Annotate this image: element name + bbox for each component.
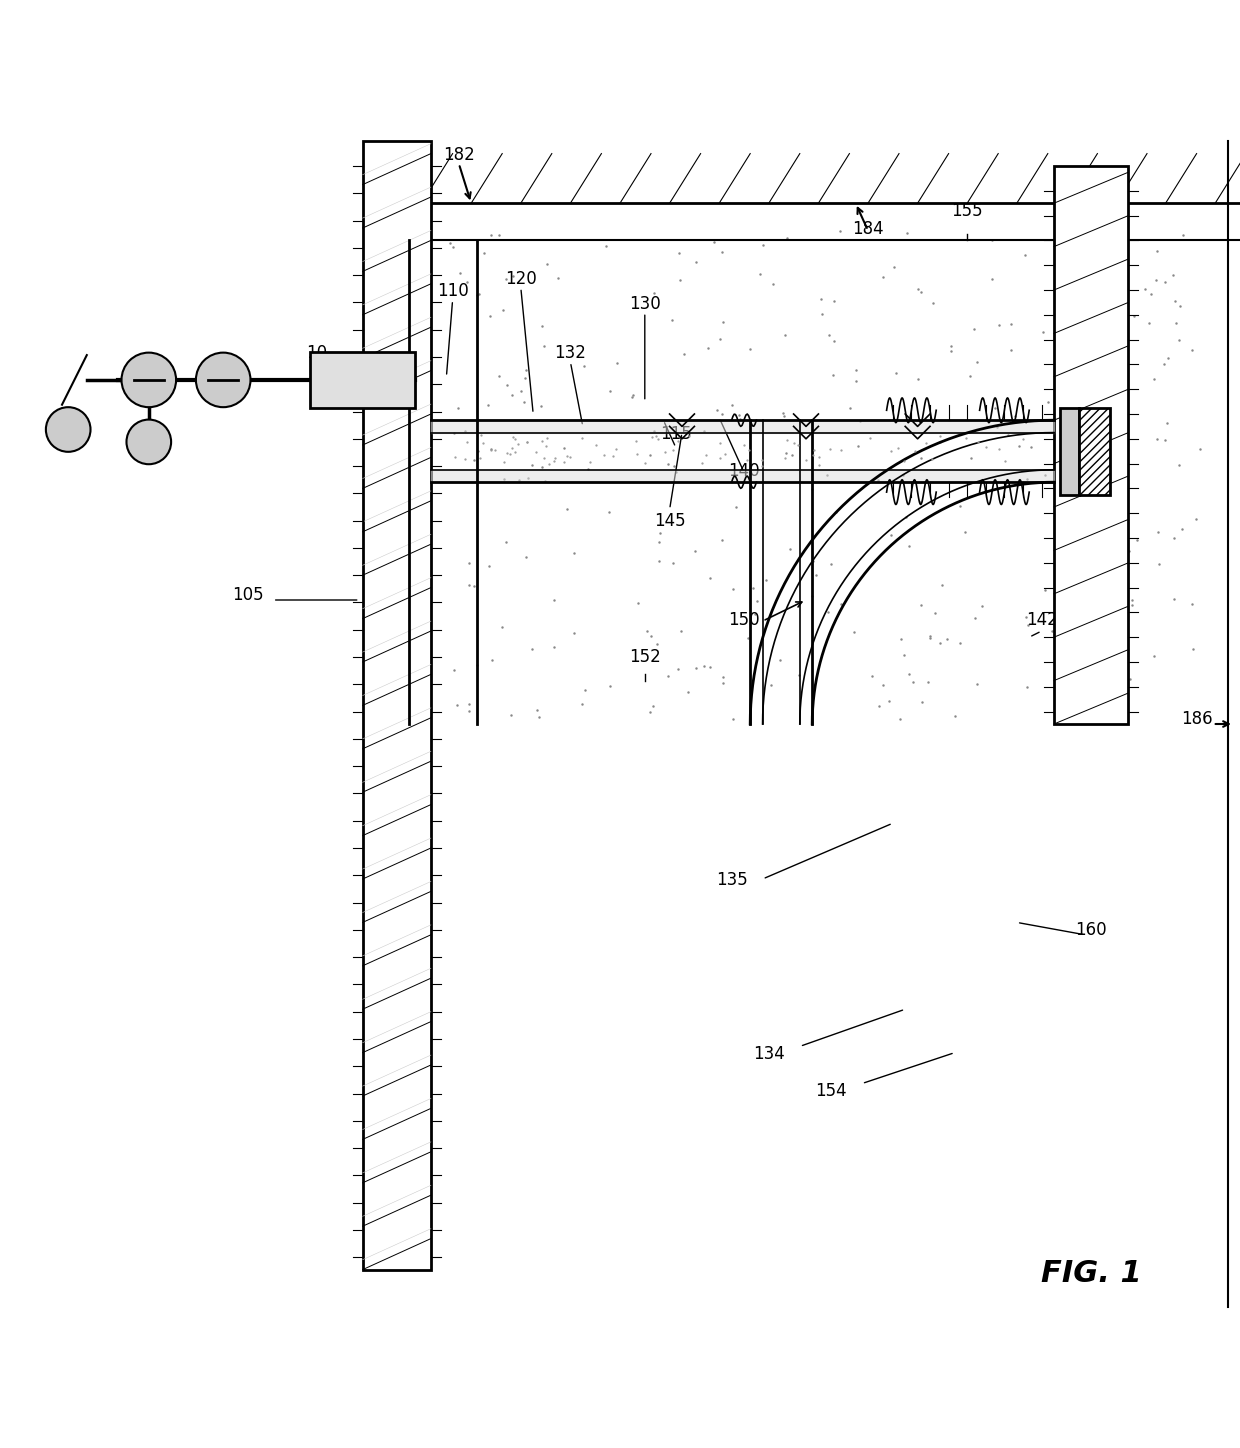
- Text: 155: 155: [951, 201, 983, 220]
- Circle shape: [122, 353, 176, 407]
- Text: 182: 182: [443, 146, 475, 164]
- Text: 115: 115: [660, 424, 692, 443]
- Text: 10: 10: [305, 345, 327, 362]
- Text: 160: 160: [1075, 921, 1107, 938]
- Circle shape: [46, 407, 91, 452]
- Text: 142: 142: [1025, 611, 1058, 628]
- Text: 184: 184: [852, 220, 884, 239]
- Text: 154: 154: [815, 1082, 847, 1100]
- Text: 110: 110: [436, 282, 469, 300]
- Text: 120: 120: [505, 269, 537, 288]
- Circle shape: [126, 420, 171, 465]
- Text: 135: 135: [715, 872, 748, 889]
- Text: 150: 150: [728, 611, 760, 628]
- Text: FIG. 1: FIG. 1: [1040, 1258, 1142, 1289]
- Text: 186: 186: [1180, 710, 1213, 728]
- Text: 152: 152: [629, 649, 661, 666]
- Polygon shape: [432, 420, 1054, 433]
- Bar: [310, 352, 415, 408]
- Bar: [1079, 408, 1110, 495]
- Text: 134: 134: [753, 1045, 785, 1063]
- Text: 130: 130: [629, 294, 661, 313]
- Polygon shape: [432, 469, 1054, 482]
- Bar: [1060, 408, 1079, 495]
- Text: 145: 145: [653, 511, 686, 530]
- Bar: [1054, 167, 1128, 724]
- Bar: [362, 142, 432, 1270]
- Text: 105: 105: [232, 586, 264, 604]
- Text: 100: 100: [381, 152, 413, 169]
- Text: 132: 132: [554, 345, 587, 362]
- Circle shape: [196, 353, 250, 407]
- Text: 140: 140: [728, 462, 760, 479]
